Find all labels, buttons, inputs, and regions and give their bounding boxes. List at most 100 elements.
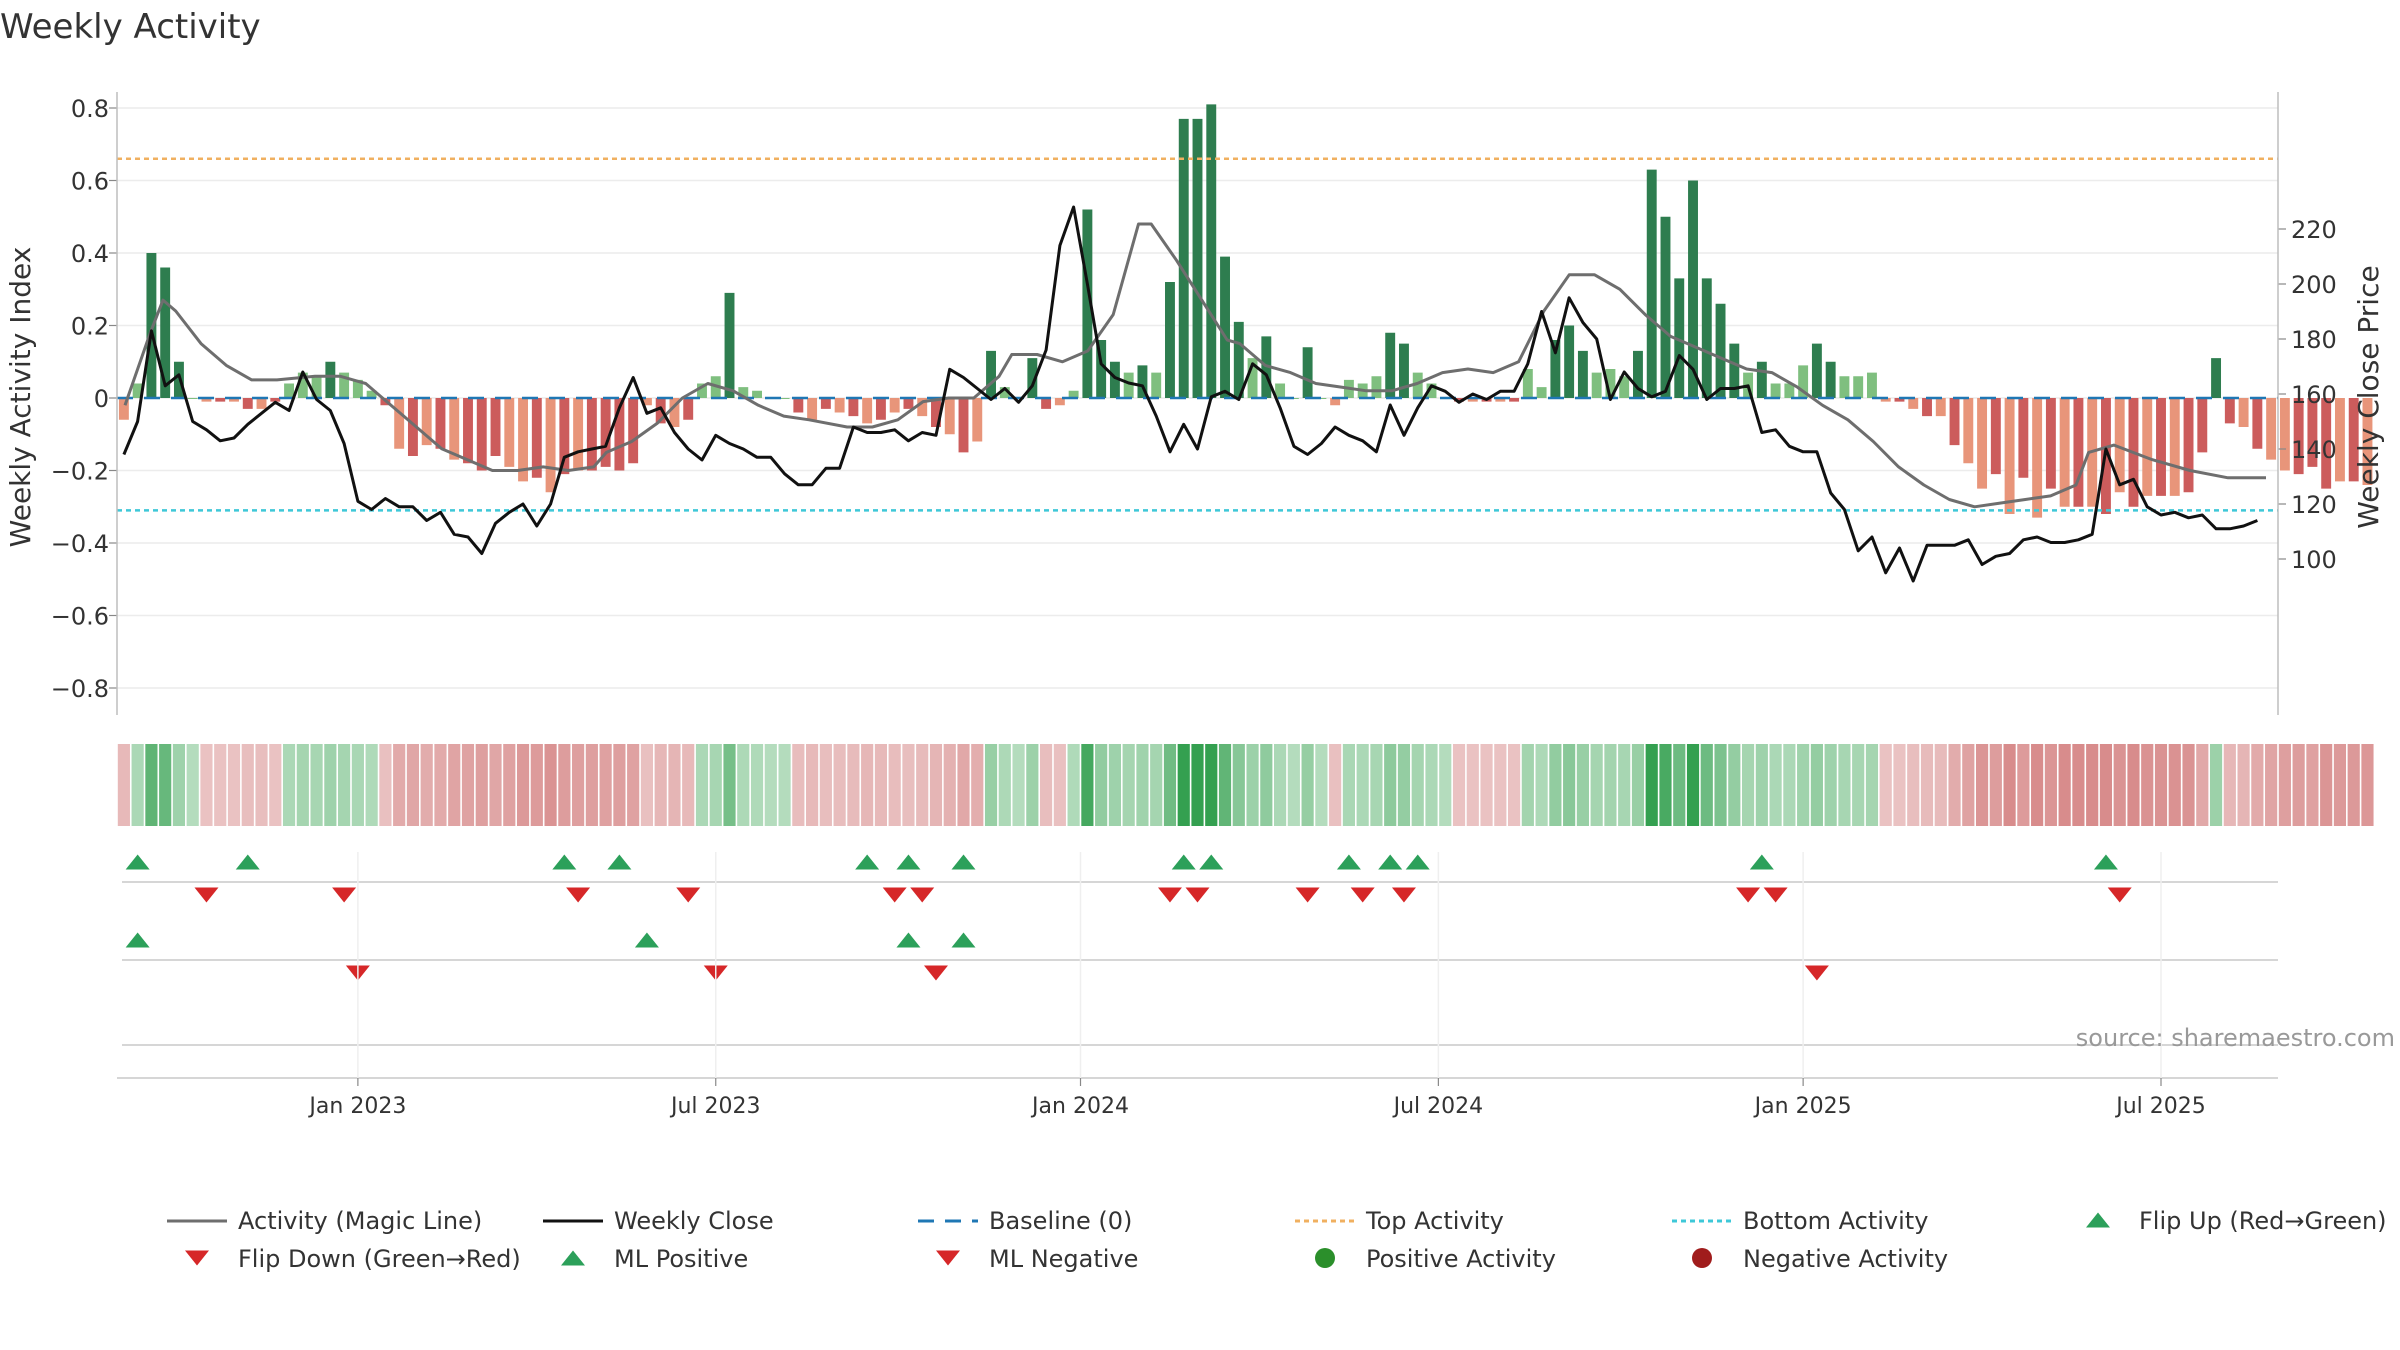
flip-up-marker — [1378, 854, 1403, 870]
heat-cell — [1191, 744, 1204, 826]
activity-bar — [2018, 398, 2029, 478]
heat-cell — [1783, 744, 1796, 826]
activity-bar — [931, 398, 941, 427]
activity-bar — [889, 398, 900, 413]
activity-bar — [573, 398, 584, 471]
activity-bar — [2114, 398, 2125, 493]
x-tick-label: Jul 2025 — [2114, 1094, 2206, 1119]
heat-cell — [1659, 744, 1672, 826]
heat-cell — [1287, 744, 1300, 826]
activity-bar — [366, 390, 377, 398]
flip-up-marker — [1199, 854, 1224, 870]
activity-bar — [2045, 398, 2056, 489]
heat-cell — [159, 744, 172, 826]
activity-bar — [2334, 398, 2345, 482]
activity-bar — [1068, 390, 1079, 398]
heat-cell — [1218, 744, 1232, 826]
y-tick-label: −0.8 — [51, 675, 109, 703]
heat-cell — [1246, 744, 1259, 826]
heat-cell — [1920, 744, 1934, 826]
activity-bar — [1922, 398, 1932, 417]
flip-up-marker — [1405, 854, 1430, 870]
heat-cell — [847, 744, 860, 826]
activity-bar — [793, 398, 804, 413]
heat-cell — [434, 744, 447, 826]
activity-bar — [1591, 372, 1602, 398]
heat-cell — [282, 744, 296, 826]
activity-bar — [1577, 350, 1588, 398]
activity-bar — [284, 383, 295, 398]
heat-cell — [1604, 744, 1617, 826]
activity-bar — [325, 361, 336, 398]
legend-item: Bottom Activity — [1672, 1207, 1928, 1235]
heat-cell — [1907, 744, 1920, 826]
heat-cell — [627, 744, 640, 826]
activity-bar — [1399, 343, 1409, 398]
heat-cell — [1040, 744, 1053, 826]
legend-label: Negative Activity — [1743, 1245, 1948, 1273]
heat-cell — [1397, 744, 1411, 826]
y-tick-label: 0 — [94, 385, 109, 413]
heat-cell — [200, 744, 213, 826]
activity-bar — [2293, 398, 2304, 475]
series-lines — [122, 205, 2266, 583]
activity-bar — [2142, 398, 2153, 496]
heat-cell — [1975, 744, 1989, 826]
activity-bar — [1729, 343, 1740, 398]
legend-label: Top Activity — [1365, 1207, 1504, 1235]
y-axis-label: Weekly Activity Index — [4, 247, 37, 548]
reference-lines — [117, 157, 2278, 512]
heat-cell — [2058, 744, 2071, 826]
ml-positive-marker — [951, 932, 976, 948]
heat-cell — [1301, 744, 1314, 826]
activity-bar — [2156, 398, 2166, 496]
heat-cell — [1342, 744, 1355, 826]
heat-cell — [2196, 744, 2209, 826]
ml-positive-marker — [125, 932, 150, 948]
activity-bar — [132, 383, 143, 398]
activity-bar — [311, 376, 322, 398]
x-tick-label: Jan 2025 — [1753, 1094, 1852, 1119]
activity-bar — [1151, 372, 1162, 398]
activity-bar — [972, 398, 983, 442]
heat-cell — [1962, 744, 1975, 826]
heat-cell — [1122, 744, 1135, 826]
activity-bar — [2032, 398, 2043, 518]
heat-cell — [324, 744, 337, 826]
activity-bar — [1522, 369, 1533, 398]
heat-cell — [2182, 744, 2195, 826]
flip-down-marker — [566, 887, 591, 903]
heat-cell — [2320, 744, 2333, 826]
heat-cell — [2086, 744, 2099, 826]
activity-bar — [407, 398, 418, 456]
activity-bar — [1206, 104, 1217, 398]
activity-bar — [1220, 256, 1230, 398]
x-tick-label: Jan 2024 — [1030, 1094, 1129, 1119]
heat-cell — [2265, 744, 2278, 826]
heat-cell — [1177, 744, 1190, 826]
heat-cell — [2072, 744, 2085, 826]
activity-bar — [779, 398, 790, 399]
legend: Activity (Magic Line) Weekly Close Baselin… — [167, 1207, 2387, 1273]
heat-cell — [2044, 744, 2057, 826]
flip-down-marker — [1350, 887, 1375, 903]
activity-bar — [2252, 398, 2263, 449]
activity-bar — [1811, 343, 1822, 398]
heat-cell — [1163, 744, 1177, 826]
activity-bar — [1894, 398, 1905, 402]
heat-cell — [1989, 744, 2002, 826]
activity-bar — [2197, 398, 2208, 453]
legend-swatch — [185, 1250, 209, 1266]
activity-bar — [1536, 387, 1547, 398]
heat-cell — [874, 744, 888, 826]
heat-cell — [1838, 744, 1851, 826]
heat-cell — [2127, 744, 2140, 826]
legend-item: Weekly Close — [543, 1207, 774, 1235]
heat-cell — [1136, 744, 1149, 826]
heat-cell — [227, 744, 241, 826]
flip-up-marker — [1171, 854, 1196, 870]
legend-item: Flip Down (Green→Red) — [185, 1245, 521, 1273]
axes: 0.8 0.6 0.4 0.2 0 −0.2 −0.4 −0.6 −0.8 220 200 180 16… — [51, 92, 2337, 715]
heat-cell — [2209, 744, 2223, 826]
